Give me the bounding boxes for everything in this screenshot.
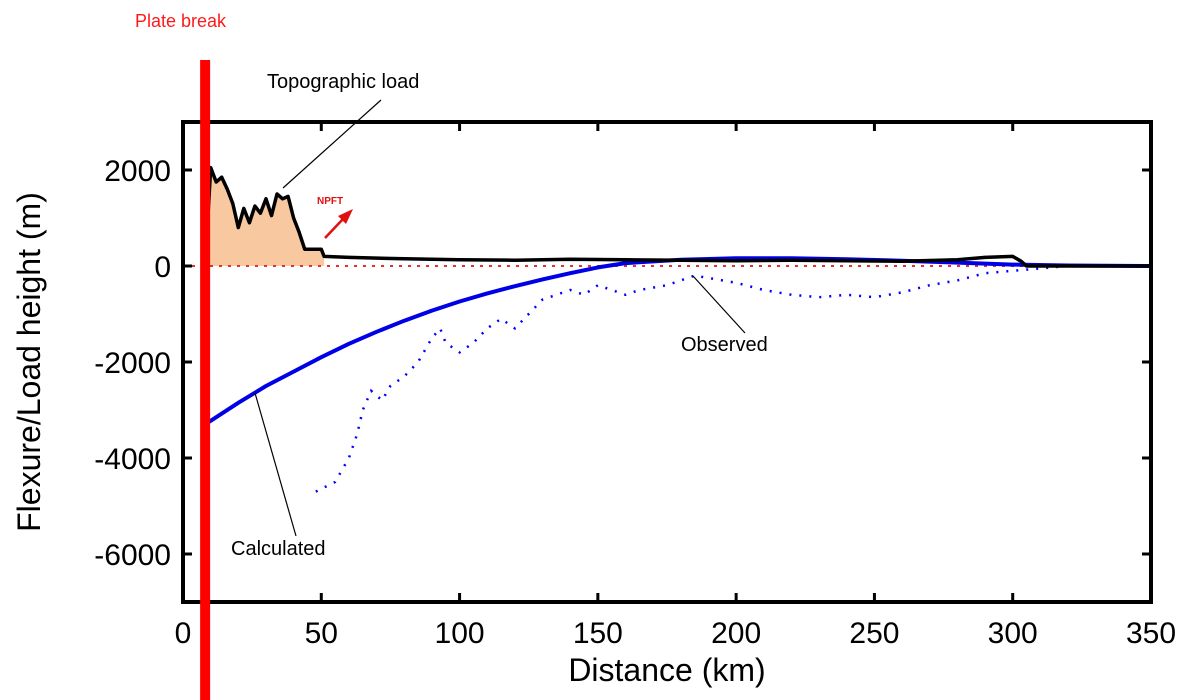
observed-label: Observed: [681, 334, 768, 356]
topographic-load-fill: [205, 167, 325, 266]
y-tick-label: 0: [154, 251, 171, 284]
y-tick-label: -2000: [94, 347, 171, 380]
y-tick-label: -4000: [94, 443, 171, 476]
calculated-leader: [254, 392, 297, 537]
plot-frame: [181, 120, 1153, 604]
calculated-label: Calculated: [231, 538, 326, 560]
x-tick-label: 350: [1126, 617, 1176, 650]
x-tick-label: 100: [435, 617, 485, 650]
topographic-load-leader: [282, 99, 382, 189]
x-tick-label: 300: [988, 617, 1038, 650]
calculated-line: [204, 256, 1151, 427]
topographic-load-line: [203, 165, 1151, 268]
npft-label: NPFT: [317, 196, 343, 207]
x-tick-label: 0: [175, 617, 192, 650]
topographic-load-label: Topographic load: [267, 71, 419, 93]
x-tick-label: 250: [849, 617, 899, 650]
npft-arrow-shaft: [324, 218, 344, 239]
y-tick-label: -6000: [94, 539, 171, 572]
x-tick-label: 150: [573, 617, 623, 650]
npft-arrow-head: [338, 209, 353, 224]
y-axis-title: Flexure/Load height (m): [11, 192, 47, 532]
x-axis-title: Distance (km): [568, 652, 765, 688]
y-tick-label: 2000: [104, 155, 171, 188]
x-tick-label: 50: [305, 617, 338, 650]
observed-leader: [692, 275, 746, 334]
x-tick-label: 200: [711, 617, 761, 650]
observed-line: [315, 264, 1069, 493]
plate-break-label: Plate break: [135, 11, 227, 31]
